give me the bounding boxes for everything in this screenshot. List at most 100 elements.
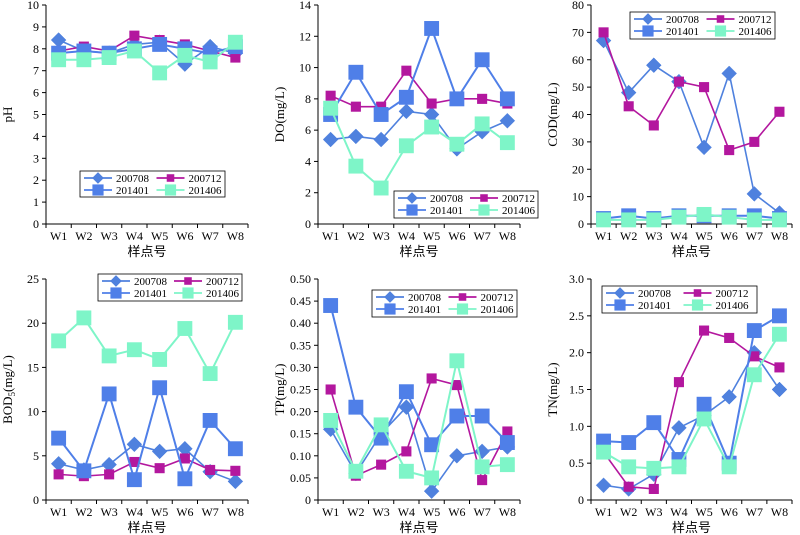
- y-tick-label: 30: [572, 135, 584, 149]
- marker-square-201401: [373, 430, 389, 446]
- x-tick-label: W5: [151, 229, 168, 243]
- marker-square-201406: [456, 303, 469, 315]
- marker-square-200712: [426, 98, 437, 109]
- marker-square-200712: [699, 325, 710, 336]
- y-tick-label: 12: [299, 29, 311, 43]
- legend-label: 200712: [189, 173, 222, 185]
- marker-diamond-200708: [449, 448, 465, 464]
- marker-square-201406: [101, 50, 117, 65]
- legend-label: 200708: [638, 288, 672, 300]
- marker-square-200712: [401, 446, 412, 457]
- marker-square-200712: [724, 332, 735, 343]
- y-tick-label: 0.25: [290, 383, 311, 397]
- y-tick-label: 0.40: [290, 316, 311, 330]
- y-tick-label: 0.35: [290, 338, 311, 352]
- x-tick-label: W8: [227, 505, 244, 519]
- y-tick-label: 1: [33, 195, 39, 209]
- marker-square-201406: [152, 65, 168, 81]
- marker-square-201401: [449, 91, 465, 107]
- marker-square-201401: [621, 435, 637, 450]
- marker-square-201406: [398, 463, 414, 479]
- marker-square-200712: [350, 101, 361, 112]
- marker-square-200712: [376, 459, 387, 470]
- y-tick-label: 0.5: [569, 456, 584, 470]
- x-tick-label: W2: [620, 229, 637, 243]
- marker-square-200712: [648, 120, 659, 131]
- marker-square-201406: [746, 212, 762, 228]
- x-tick-label: W8: [499, 505, 516, 519]
- marker-diamond-200708: [671, 420, 687, 436]
- marker-diamond-200708: [721, 389, 737, 405]
- x-tick-label: W3: [645, 505, 662, 519]
- legend-label: 201401: [134, 288, 167, 300]
- series-line-201401: [57, 383, 237, 484]
- marker-square-201401: [373, 107, 389, 122]
- marker-square-200712: [230, 465, 241, 476]
- marker-square-200712: [53, 469, 64, 480]
- y-axis-title: TN(mg/L): [545, 362, 560, 416]
- marker-square-201406: [398, 138, 414, 154]
- marker-square-200712: [648, 483, 659, 494]
- x-tick-label: W3: [645, 229, 662, 243]
- x-axis-title: 样点号: [399, 520, 438, 535]
- series-line-201401: [329, 305, 509, 447]
- y-tick-label: 0: [305, 493, 311, 507]
- legend-label: 201401: [408, 304, 441, 316]
- legend-label: 201406: [481, 304, 515, 316]
- x-tick-label: W7: [473, 229, 490, 243]
- x-axis-title: 样点号: [127, 244, 166, 259]
- marker-square-201401: [696, 396, 712, 412]
- y-tick-label: 0.45: [290, 294, 311, 308]
- legend-label: 201406: [739, 26, 773, 38]
- marker-square-201406: [323, 413, 339, 428]
- marker-square-200712: [166, 174, 175, 182]
- marker-square-201406: [696, 206, 712, 222]
- legend-label: 201406: [716, 300, 750, 312]
- marker-diamond-200708: [151, 443, 168, 460]
- marker-square-201406: [227, 314, 243, 330]
- legend-label: 201401: [666, 26, 699, 38]
- y-tick-label: 3: [33, 151, 39, 165]
- marker-square-200712: [673, 76, 684, 87]
- marker-square-201406: [478, 204, 490, 216]
- marker-square-201406: [424, 119, 440, 135]
- marker-square-200712: [230, 52, 241, 63]
- y-tick-label: 0: [33, 493, 39, 507]
- legend: 200708 200712 201401 201406: [601, 285, 758, 314]
- y-tick-label: 20: [27, 316, 39, 330]
- marker-square-200712: [129, 456, 140, 468]
- y-tick-label: 10: [299, 61, 311, 75]
- marker-square-200712: [699, 82, 710, 93]
- marker-square-200712: [154, 463, 165, 474]
- x-tick-label: W8: [771, 229, 788, 243]
- marker-square-200712: [458, 293, 467, 301]
- marker-square-201406: [596, 212, 612, 228]
- marker-square-201406: [474, 116, 490, 132]
- x-tick-label: W8: [771, 505, 788, 519]
- marker-diamond-200708: [614, 287, 626, 299]
- marker-diamond-200708: [50, 32, 67, 48]
- x-tick-label: W4: [398, 505, 415, 519]
- marker-square-200712: [623, 481, 634, 492]
- marker-square-200712: [623, 101, 634, 112]
- x-tick-label: W6: [448, 505, 465, 519]
- y-tick-label: 10: [572, 190, 584, 204]
- marker-square-201406: [101, 348, 117, 364]
- marker-square-200712: [179, 453, 190, 464]
- y-tick-label: 8: [305, 92, 311, 106]
- marker-diamond-200708: [721, 65, 737, 82]
- marker-square-201406: [449, 353, 465, 369]
- y-axis-title: pH: [0, 107, 15, 123]
- x-tick-label: W7: [746, 229, 763, 243]
- marker-square-201401: [646, 415, 662, 431]
- marker-square-201401: [499, 91, 515, 107]
- legend-box: [393, 190, 539, 219]
- y-tick-label: 2: [33, 173, 39, 187]
- x-tick-label: W3: [100, 505, 117, 519]
- marker-square-201406: [646, 460, 662, 476]
- legend-label: 200712: [206, 276, 239, 288]
- marker-square-201406: [621, 459, 637, 475]
- x-tick-label: W1: [595, 505, 612, 519]
- marker-square-201401: [398, 89, 414, 105]
- chart-panel-3: 0 10 20 30 40 50 60 70 80 W1 W2 W3 W4 W5 W6 W7 W8 样点号 COD(…: [545, 0, 793, 259]
